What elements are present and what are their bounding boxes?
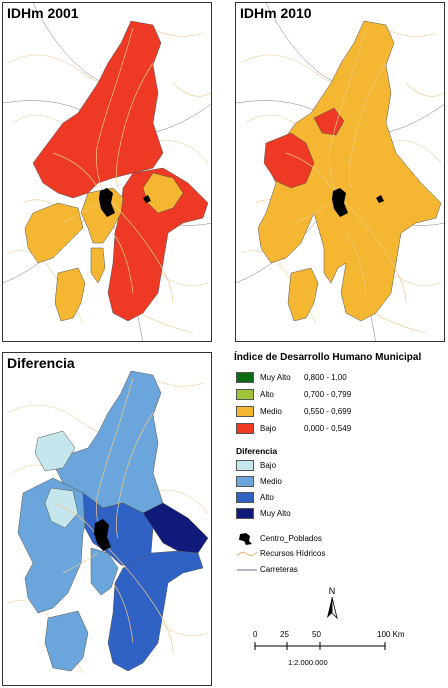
legend-range: 0,700 - 0,799 <box>304 390 352 399</box>
rivers-over-map <box>52 27 174 304</box>
region-east-alto <box>107 550 204 672</box>
region-north-bajo <box>32 20 164 199</box>
scale-tick-50: 50 <box>312 630 321 639</box>
region-northwest-bajo <box>34 430 76 472</box>
map-panel-diferencia: Diferencia <box>2 352 212 686</box>
region-south-medio <box>287 267 319 322</box>
region-northwest-bajo <box>263 132 315 189</box>
legend-label: Bajo <box>260 461 277 470</box>
scale-tick-100: 100 Km <box>377 630 405 639</box>
legend-range: 0,800 - 1,00 <box>304 373 347 382</box>
region-center-medio <box>80 187 124 244</box>
map-idhm-2001 <box>3 3 211 341</box>
region-east-medio <box>142 172 184 214</box>
legend-label: Medio <box>260 407 282 416</box>
panel-title-2010: IDHm 2010 <box>240 5 312 21</box>
map-panel-idhm-2001: IDHm 2001 <box>2 2 212 342</box>
swatch-medio <box>236 406 254 417</box>
scale-bar: 0 25 50 100 Km <box>253 630 433 660</box>
legend-label: Alto <box>260 493 274 502</box>
legend-label: Muy Alto <box>260 373 291 382</box>
region-north-bajo <box>313 107 345 136</box>
panel-title-diferencia: Diferencia <box>7 355 75 371</box>
legend-label: Muy Alto <box>260 509 291 518</box>
swatch-muy-alto <box>236 372 254 383</box>
scale-tick-25: 25 <box>280 630 289 639</box>
urban-icon <box>239 533 252 545</box>
legend-centro-label: Centro_Poblados <box>260 534 322 543</box>
legend-label: Alto <box>260 390 274 399</box>
region-east-muyalto <box>142 502 209 554</box>
scale-bar-line <box>254 642 386 650</box>
river-icon <box>236 551 258 557</box>
swatch-bajo <box>236 423 254 434</box>
swatch-dif-medio <box>236 476 254 487</box>
north-label: N <box>328 586 336 596</box>
map-idhm-2010 <box>236 3 444 341</box>
road-icon <box>237 569 257 571</box>
map-panel-idhm-2010: IDHm 2010 <box>235 2 445 342</box>
swatch-dif-alto <box>236 492 254 503</box>
scale-ratio: 1:2.000.000 <box>288 658 328 667</box>
town-icon <box>376 195 384 203</box>
rivers-over-map <box>285 27 407 304</box>
legend-rios-label: Recursos Hídricos <box>260 549 326 558</box>
scale-tick-0: 0 <box>253 630 258 639</box>
urban-area-icon <box>94 519 111 551</box>
legend-range: 0,550 - 0,699 <box>304 407 352 416</box>
swatch-dif-bajo <box>236 460 254 471</box>
region-southwest-medio <box>54 267 86 322</box>
legend-dif-title: Diferencia <box>236 446 278 456</box>
region-center-medio <box>90 547 119 596</box>
swatch-alto <box>236 389 254 400</box>
legend-idh-title: Índice de Desarrollo Humano Municipal <box>234 352 422 363</box>
legend-label: Bajo <box>260 424 277 433</box>
region-west-bajo <box>44 487 79 529</box>
north-arrow-icon <box>327 596 338 620</box>
region-east-bajo <box>107 167 209 322</box>
legend-range: 0,000 - 0,549 <box>304 424 352 433</box>
swatch-dif-muy-alto <box>236 508 254 519</box>
legend: Índice de Desarrollo Humano Municipal Mu… <box>228 350 446 686</box>
panel-title-2001: IDHm 2001 <box>7 5 79 21</box>
legend-label: Medio <box>260 477 282 486</box>
town-icon <box>143 195 151 203</box>
region-west-medio <box>24 202 84 264</box>
legend-carreteras-label: Carreteras <box>260 565 298 574</box>
urban-area-icon <box>332 188 348 217</box>
map-diferencia <box>7 370 209 674</box>
north-arrow: N <box>320 586 344 622</box>
region-southwest-medio <box>44 610 89 672</box>
region-south-medio <box>90 247 106 284</box>
urban-area-icon <box>99 188 115 217</box>
